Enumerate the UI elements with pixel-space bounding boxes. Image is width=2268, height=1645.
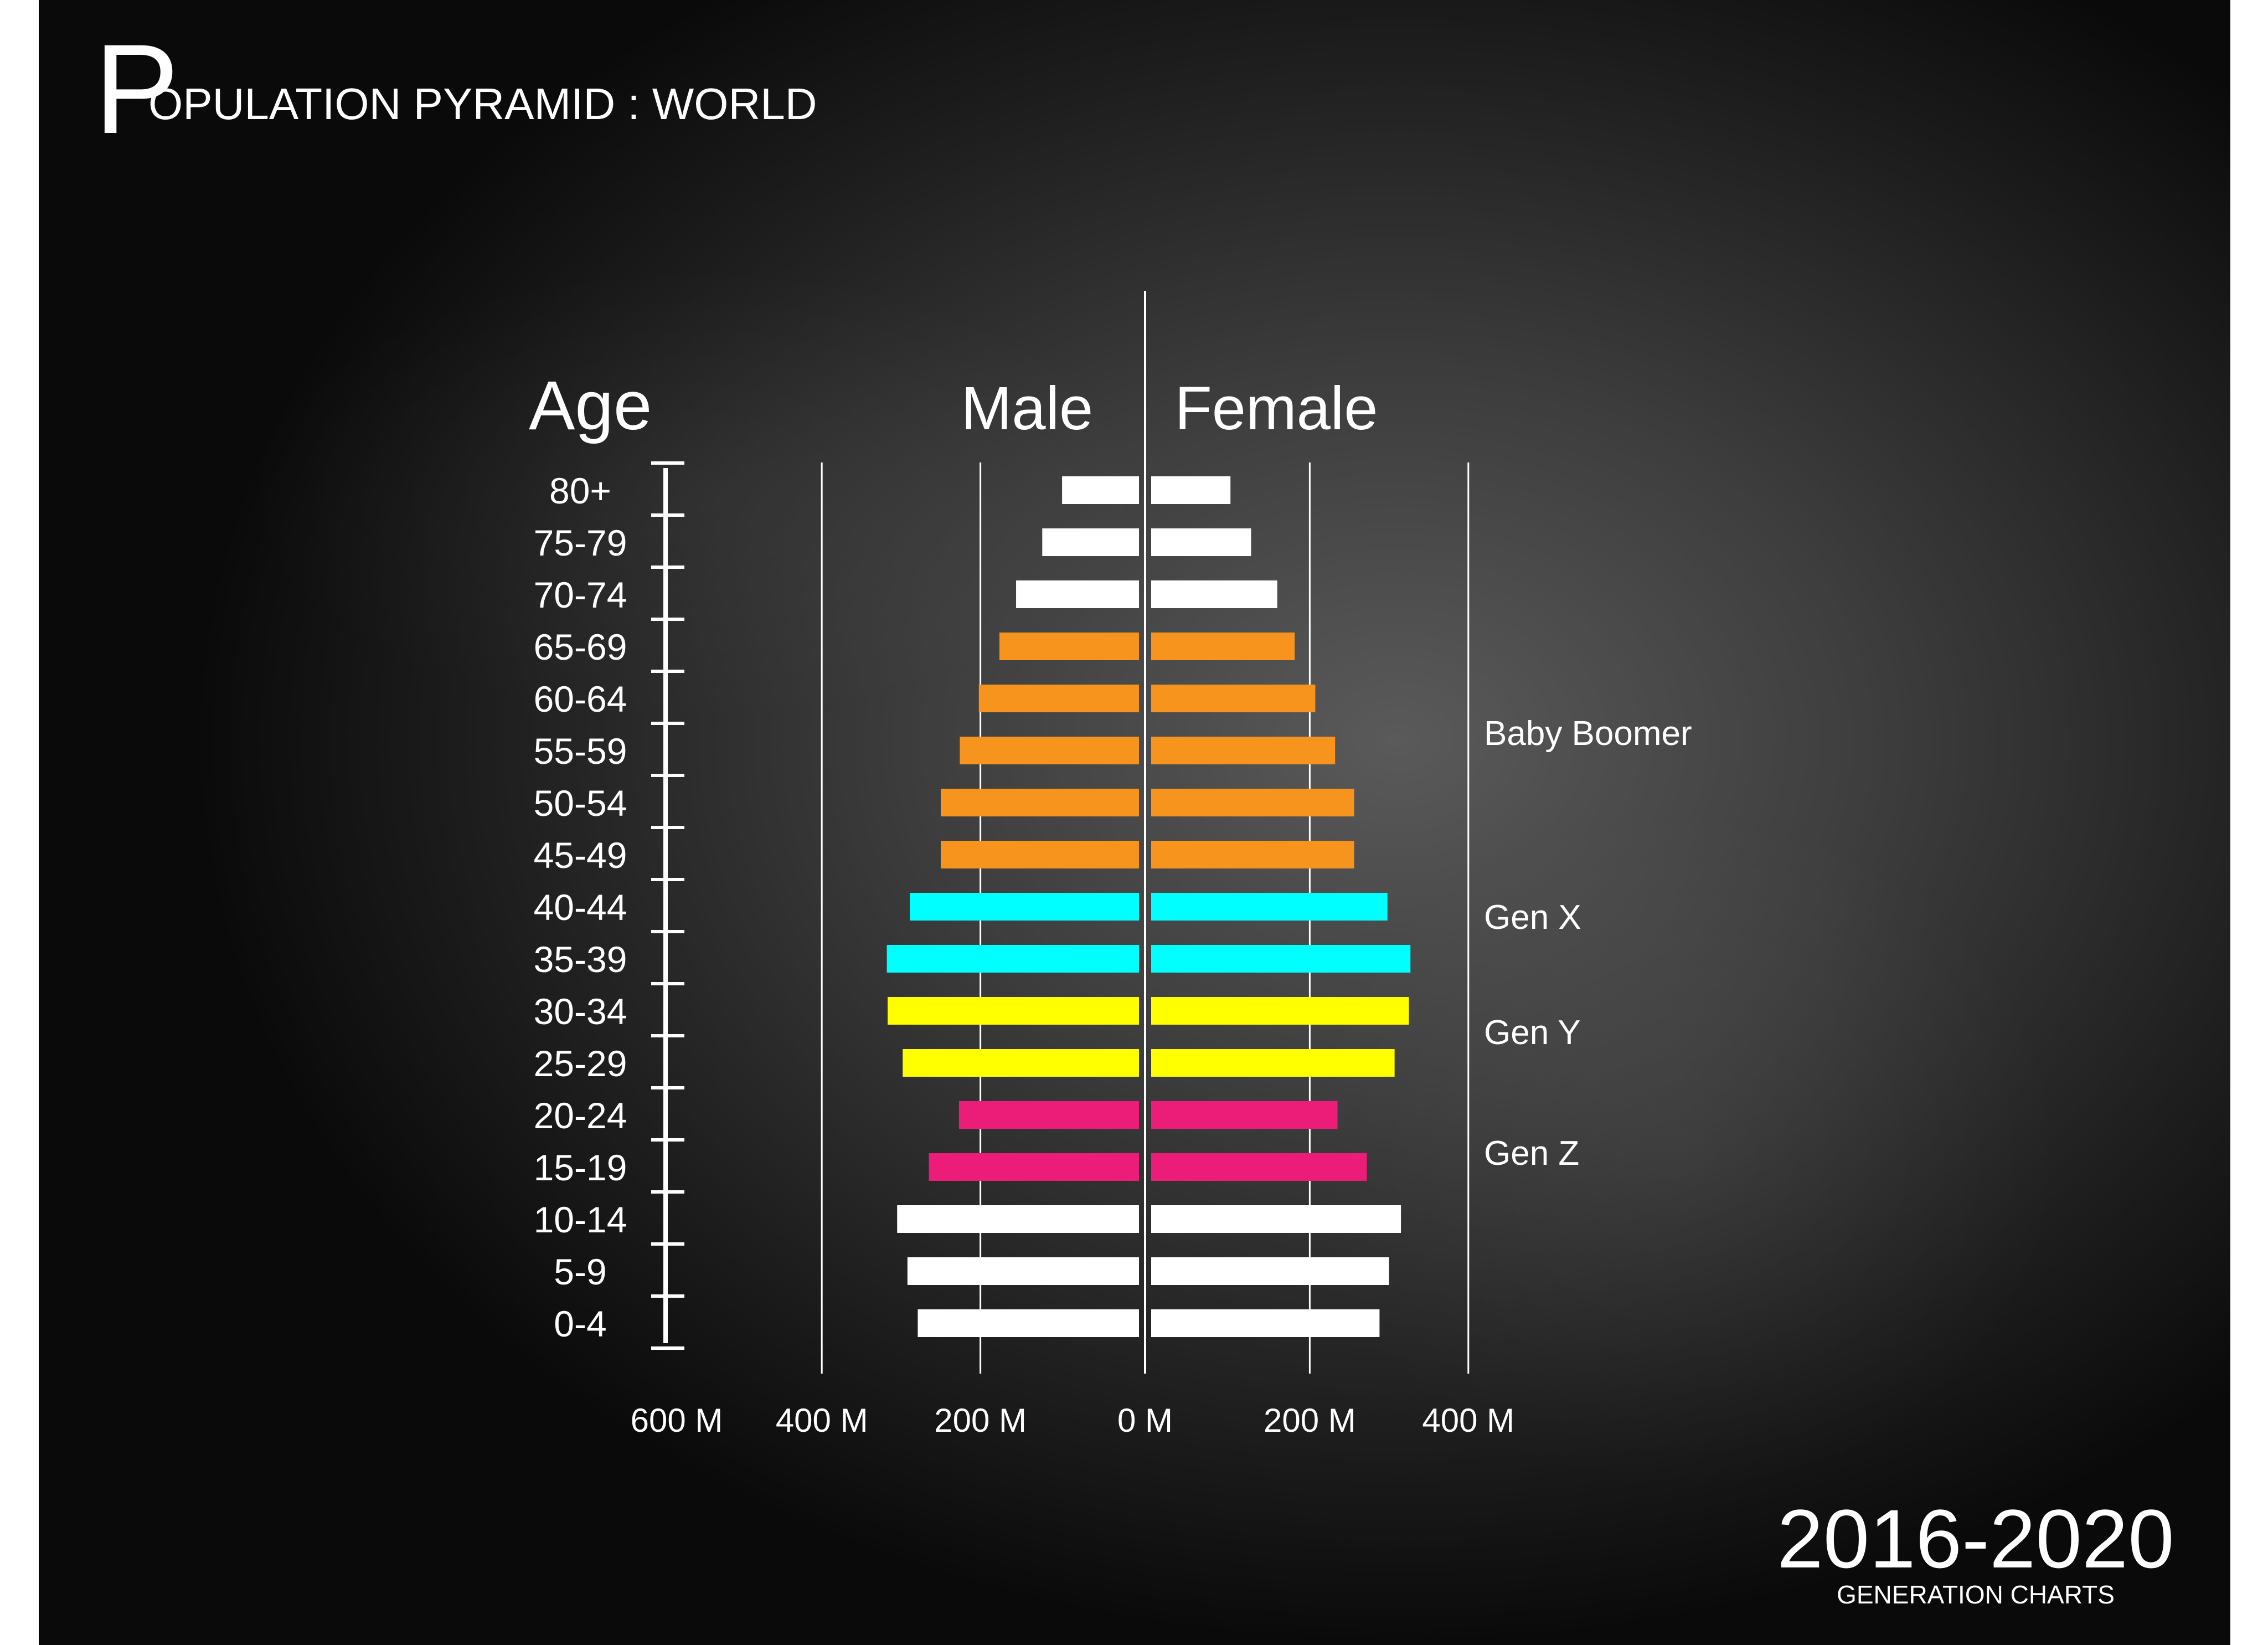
male-bar — [941, 789, 1139, 816]
age-axis-label: Age — [529, 367, 652, 444]
male-bar — [886, 945, 1139, 973]
age-tick-label: 65-69 — [534, 626, 627, 667]
male-bar — [903, 1049, 1139, 1077]
male-bar — [907, 1257, 1139, 1285]
age-tick-label: 75-79 — [534, 522, 627, 563]
female-label: Female — [1175, 374, 1378, 443]
chalkboard-background — [39, 0, 2230, 1645]
age-tick-label: 55-59 — [534, 731, 627, 772]
female-bar — [1151, 737, 1336, 764]
female-bar — [1151, 789, 1354, 816]
age-tick-label: 25-29 — [534, 1043, 627, 1084]
male-bar — [960, 737, 1139, 764]
x-tick-label: 600 M — [631, 1402, 723, 1439]
female-bar — [1151, 685, 1316, 712]
male-bar — [929, 1153, 1139, 1181]
x-tick-label: 400 M — [1422, 1402, 1514, 1439]
male-bar — [1042, 528, 1139, 556]
male-bar — [917, 1309, 1139, 1337]
male-bar — [999, 633, 1139, 660]
title-initial: P — [94, 18, 179, 160]
generation-annotations: Baby Boomer Gen X Gen Y Gen Z — [1484, 714, 1692, 1173]
age-tick-label: 80+ — [549, 470, 611, 511]
generation-label: Gen Y — [1484, 1014, 1581, 1052]
female-bar — [1151, 997, 1409, 1025]
female-bar — [1151, 1257, 1389, 1285]
female-bar — [1151, 1309, 1380, 1337]
male-bar — [941, 841, 1139, 868]
female-bar — [1151, 893, 1388, 921]
age-tick-label: 15-19 — [534, 1147, 627, 1188]
female-bar — [1151, 580, 1277, 608]
age-tick-label: 60-64 — [534, 678, 627, 719]
male-bar — [888, 997, 1139, 1025]
age-tick-label: 0-4 — [554, 1303, 606, 1344]
generation-label: Baby Boomer — [1484, 714, 1692, 753]
female-bar — [1151, 1153, 1367, 1181]
x-tick-labels: 600 M 400 M 200 M 0 M 200 M 400 M — [631, 1402, 1515, 1439]
age-tick-label: 20-24 — [534, 1095, 627, 1136]
male-label: Male — [961, 374, 1093, 443]
year-range: 2016-2020 — [1777, 1492, 2174, 1585]
x-tick-label: 400 M — [776, 1402, 868, 1439]
female-bar — [1151, 1101, 1338, 1129]
male-bar — [958, 1101, 1139, 1129]
age-tick-label: 5-9 — [554, 1251, 606, 1292]
age-tick-label: 45-49 — [534, 835, 627, 876]
female-bar — [1151, 945, 1411, 973]
age-tick-label: 70-74 — [534, 574, 627, 615]
age-labels: 80+ 75-79 70-74 65-69 60-64 55-59 50-54 45-49 40… — [534, 470, 627, 1344]
generation-label: Gen Z — [1484, 1134, 1579, 1173]
age-tick-label: 50-54 — [534, 783, 627, 824]
footer-subtitle: GENERATION CHARTS — [1837, 1580, 2115, 1609]
age-tick-label: 35-39 — [534, 939, 627, 980]
bars — [886, 476, 1411, 1337]
female-bar — [1151, 528, 1251, 556]
age-tick-label: 10-14 — [534, 1199, 627, 1240]
generation-label: Gen X — [1484, 898, 1581, 937]
age-axis — [651, 461, 684, 1350]
male-bar — [978, 685, 1139, 712]
title-text: OPULATION PYRAMID : WORLD — [148, 79, 817, 128]
age-tick-label: 30-34 — [534, 991, 627, 1032]
female-bar — [1151, 841, 1354, 868]
age-tick-label: 40-44 — [534, 887, 627, 928]
x-tick-label: 200 M — [934, 1402, 1027, 1439]
female-bar — [1151, 633, 1295, 660]
male-bar — [897, 1205, 1139, 1233]
male-bar — [1062, 476, 1139, 504]
female-bar — [1151, 476, 1231, 504]
x-tick-label: 200 M — [1264, 1402, 1356, 1439]
x-tick-label: 0 M — [1117, 1402, 1173, 1439]
female-bar — [1151, 1049, 1395, 1077]
male-bar — [910, 893, 1139, 921]
male-bar — [1016, 580, 1139, 608]
female-bar — [1151, 1205, 1401, 1233]
